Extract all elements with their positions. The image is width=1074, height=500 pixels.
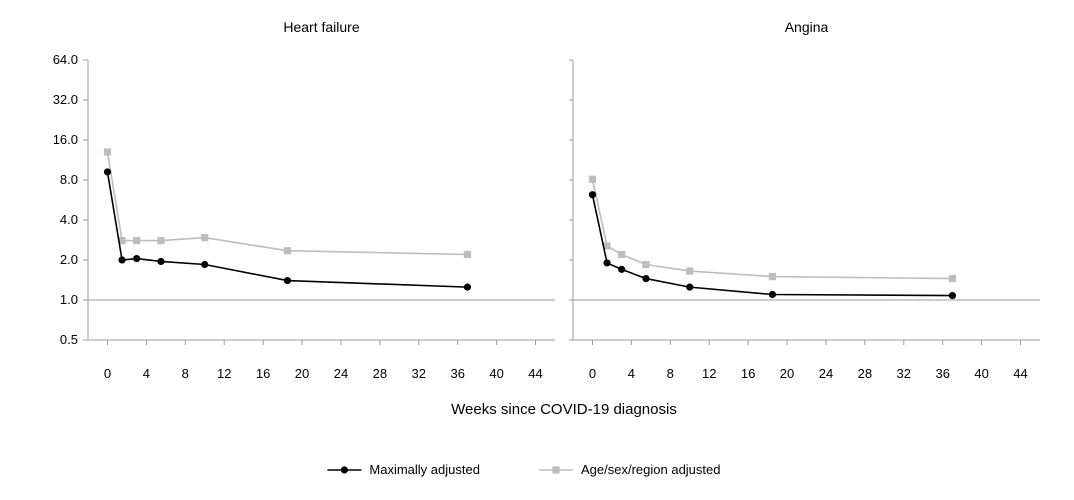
y-tick-label: 2.0: [60, 252, 78, 267]
series-marker: [118, 256, 125, 263]
x-tick-label: 12: [702, 366, 716, 381]
series-marker: [589, 191, 596, 198]
series-marker: [769, 273, 776, 280]
x-tick-label: 8: [182, 366, 189, 381]
x-tick-label: 0: [104, 366, 111, 381]
series-marker: [133, 237, 140, 244]
x-tick-label: 44: [1013, 366, 1027, 381]
x-axis-title: Weeks since COVID-19 diagnosis: [451, 401, 677, 418]
x-tick-label: 20: [780, 366, 794, 381]
y-tick-label: 4.0: [60, 212, 78, 227]
x-tick-label: 32: [412, 366, 426, 381]
series-marker: [618, 266, 625, 273]
x-tick-label: 40: [489, 366, 503, 381]
series-marker: [949, 275, 956, 282]
y-tick-label: 1.0: [60, 292, 78, 307]
chart-svg: 0.5 1.0 2.0 4.0 8.0 16.0 32.0 64.0 0 4 8 12 16 20 24 28…: [0, 0, 1074, 500]
x-tick-label: 0: [589, 366, 596, 381]
x-tick-label: 36: [935, 366, 949, 381]
x-tick-label: 4: [628, 366, 635, 381]
series-marker: [642, 275, 649, 282]
x-tick-label: 4: [143, 366, 150, 381]
x-tick-label: 12: [217, 366, 231, 381]
legend-swatch-marker: [341, 466, 348, 473]
series-marker: [201, 234, 208, 241]
series-marker: [642, 261, 649, 268]
chart-container: 0.5 1.0 2.0 4.0 8.0 16.0 32.0 64.0 0 4 8 12 16 20 24 28…: [0, 0, 1074, 500]
x-tick-label: 20: [295, 366, 309, 381]
x-tick-label: 24: [334, 366, 348, 381]
y-tick-label: 16.0: [53, 132, 78, 147]
legend-label: Age/sex/region adjusted: [581, 462, 720, 477]
y-tick-label: 8.0: [60, 172, 78, 187]
x-tick-label: 44: [528, 366, 542, 381]
series-marker: [157, 258, 164, 265]
panel-title: Angina: [785, 19, 829, 35]
series-marker: [284, 247, 291, 254]
y-tick-label: 32.0: [53, 92, 78, 107]
series-marker: [769, 291, 776, 298]
x-tick-label: 28: [373, 366, 387, 381]
x-tick-label: 28: [858, 366, 872, 381]
x-tick-label: 40: [974, 366, 988, 381]
series-marker: [133, 255, 140, 262]
series-marker: [618, 251, 625, 258]
series-marker: [464, 284, 471, 291]
x-tick-label: 32: [897, 366, 911, 381]
series-marker: [589, 176, 596, 183]
x-tick-label: 8: [667, 366, 674, 381]
series-marker: [104, 148, 111, 155]
series-marker: [284, 277, 291, 284]
series-marker: [686, 284, 693, 291]
x-tick-label: 16: [256, 366, 270, 381]
series-marker: [104, 168, 111, 175]
series-marker: [686, 268, 693, 275]
y-tick-label: 0.5: [60, 332, 78, 347]
x-tick-label: 16: [741, 366, 755, 381]
y-tick-label: 64.0: [53, 52, 78, 67]
series-marker: [949, 292, 956, 299]
panel-title: Heart failure: [283, 19, 359, 35]
x-tick-label: 36: [450, 366, 464, 381]
series-marker: [201, 261, 208, 268]
series-marker: [603, 259, 610, 266]
x-tick-label: 24: [819, 366, 833, 381]
series-marker: [464, 251, 471, 258]
series-marker: [157, 237, 164, 244]
legend-swatch-marker: [552, 466, 559, 473]
legend-label: Maximally adjusted: [369, 462, 480, 477]
